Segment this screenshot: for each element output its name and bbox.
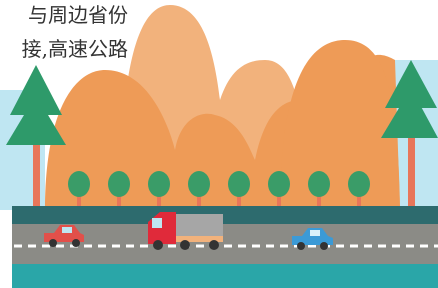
caption-line: 与周边省份 <box>28 3 128 27</box>
page: 与周边省份 接,高速公路 (() => { const data = JSON.… <box>0 0 438 288</box>
caption-line: 接,高速公路 <box>22 37 128 61</box>
illustration: 与周边省份 接,高速公路 <box>0 0 438 288</box>
road-bottom <box>12 264 438 288</box>
truck <box>148 212 223 250</box>
road-top <box>12 206 438 224</box>
